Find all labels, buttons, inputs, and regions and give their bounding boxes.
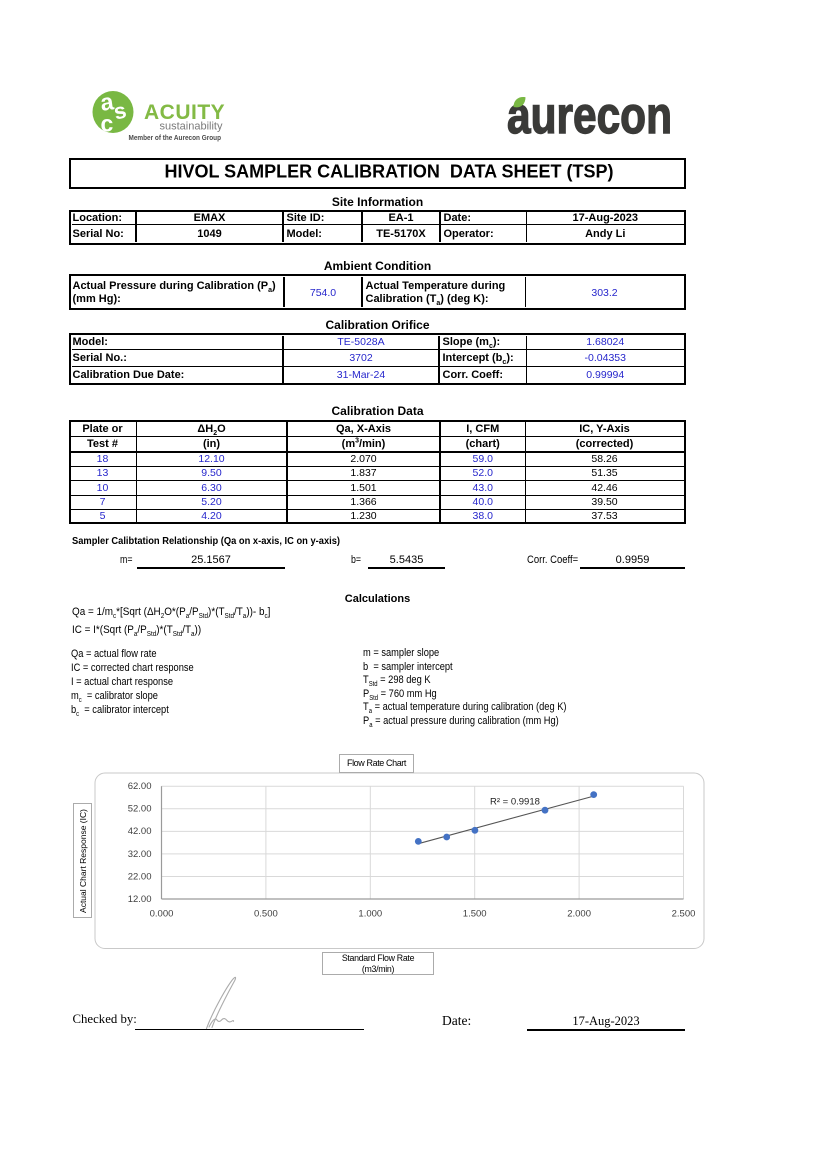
svg-text:2.500: 2.500	[672, 909, 696, 920]
svg-text:42.00: 42.00	[128, 826, 152, 837]
svg-text:ACUITY: ACUITY	[144, 101, 225, 124]
svg-text:32.00: 32.00	[128, 849, 152, 860]
svg-text:12.00: 12.00	[128, 894, 152, 905]
svg-text:c: c	[101, 111, 114, 137]
svg-text:52.00: 52.00	[128, 804, 152, 815]
svg-text:Member of the Aurecon Group: Member of the Aurecon Group	[129, 133, 222, 142]
svg-text:sustainability: sustainability	[160, 121, 223, 133]
svg-text:0.000: 0.000	[150, 909, 174, 920]
svg-text:R² = 0.9918: R² = 0.9918	[490, 797, 540, 808]
svg-text:a: a	[99, 88, 116, 116]
svg-text:1.500: 1.500	[463, 909, 487, 920]
svg-text:1.000: 1.000	[358, 909, 382, 920]
svg-text:2.000: 2.000	[567, 909, 591, 920]
svg-text:0.500: 0.500	[254, 909, 278, 920]
svg-text:22.00: 22.00	[128, 871, 152, 882]
svg-text:62.00: 62.00	[128, 781, 152, 792]
svg-text:s: s	[111, 97, 128, 124]
svg-text:aurecon: aurecon	[507, 90, 672, 140]
